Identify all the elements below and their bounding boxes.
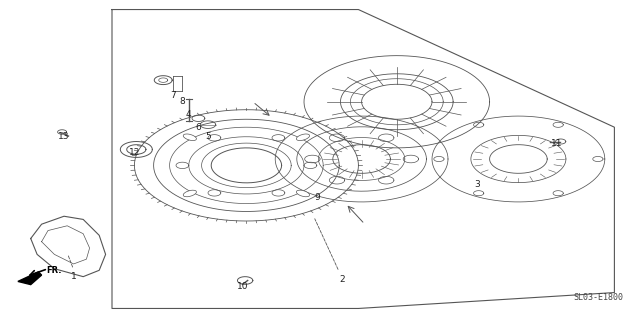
Text: 2: 2 (340, 275, 345, 284)
Text: 11: 11 (551, 139, 563, 148)
Ellipse shape (296, 190, 310, 197)
Text: 3: 3 (474, 180, 479, 189)
Ellipse shape (183, 190, 196, 197)
Text: 7: 7 (170, 91, 175, 100)
Polygon shape (18, 272, 42, 285)
Text: 6: 6 (196, 123, 201, 132)
Text: 5: 5 (205, 132, 211, 141)
Text: 1: 1 (71, 272, 76, 281)
Ellipse shape (296, 134, 310, 141)
Text: 4: 4 (186, 110, 191, 119)
Text: 8: 8 (180, 97, 185, 106)
Text: 9: 9 (314, 193, 319, 202)
Text: FR.: FR. (46, 266, 61, 275)
Text: 13: 13 (58, 132, 70, 141)
Text: 12: 12 (129, 148, 140, 157)
Text: SL03-E1800: SL03-E1800 (573, 293, 623, 302)
Text: 10: 10 (237, 282, 249, 291)
Ellipse shape (183, 134, 196, 141)
